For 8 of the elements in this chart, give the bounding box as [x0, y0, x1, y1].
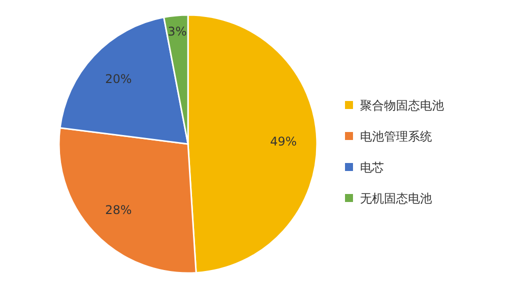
- data-label: 28%: [105, 202, 132, 217]
- data-label: 20%: [105, 72, 132, 86]
- data-label: 49%: [270, 134, 297, 148]
- legend-label: 无机固态电池: [360, 192, 432, 206]
- legend-label: 电池管理系统: [360, 130, 432, 144]
- legend-label: 电芯: [360, 160, 384, 174]
- data-label: 3%: [168, 24, 187, 38]
- legend-label: 聚合物固态电池: [360, 98, 444, 112]
